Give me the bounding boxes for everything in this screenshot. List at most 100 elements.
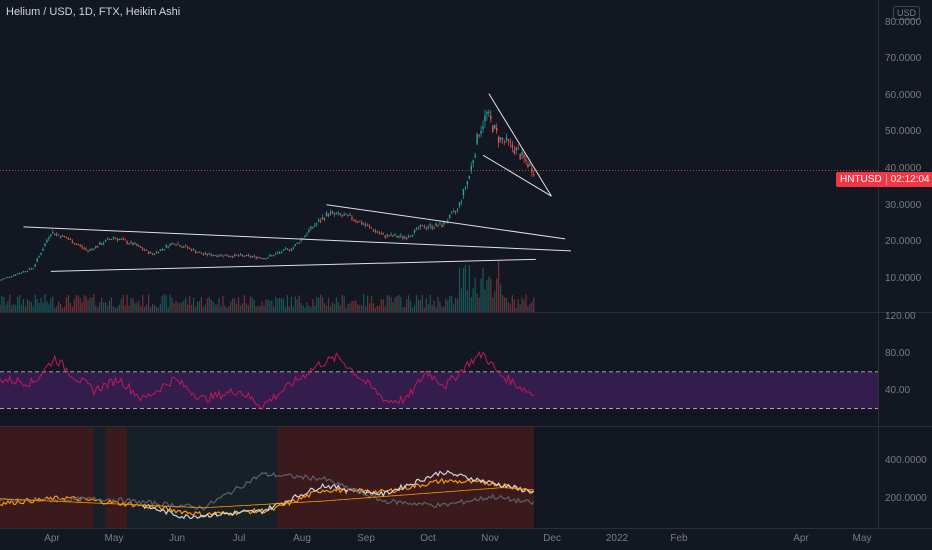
candle-body [462, 189, 465, 196]
candle-body [247, 255, 250, 257]
volume-bar [210, 299, 212, 312]
volume-bar [101, 297, 103, 312]
candle-body [413, 229, 416, 233]
volume-bar [106, 305, 109, 312]
volume-bar [517, 299, 519, 312]
candle-body [298, 242, 300, 244]
volume-bar [26, 298, 28, 312]
candle-body [155, 251, 158, 253]
currency-badge[interactable]: USD [893, 6, 921, 20]
volume-bar [116, 307, 118, 312]
volume-bar [204, 304, 206, 312]
volume-bar [382, 299, 384, 312]
candle-body [267, 257, 269, 259]
candle-body [181, 246, 183, 248]
volume-bar [521, 297, 523, 312]
volume-bar [359, 305, 361, 312]
volume-bar [462, 267, 465, 312]
volume-bar [453, 304, 455, 312]
rsi-band [0, 371, 878, 409]
indicator-background-zone [277, 427, 534, 528]
candle-body [18, 273, 21, 275]
candle-body [175, 244, 177, 246]
volume-bar [173, 303, 175, 312]
candle-body [464, 187, 467, 189]
volume-bar [183, 300, 185, 312]
volume-bar [374, 307, 377, 312]
rsi-line [0, 350, 534, 411]
candle-body [294, 244, 296, 246]
volume-bar [511, 295, 513, 312]
volume-bar [16, 297, 19, 312]
volume-bar [192, 297, 195, 312]
candle-body [204, 252, 207, 254]
volume-bar [384, 306, 386, 312]
candle-body [284, 248, 287, 250]
candle-body [5, 277, 7, 279]
candle-body [169, 243, 171, 246]
volume-bar [335, 297, 337, 312]
price-axis-label: 70.0000 [885, 53, 922, 64]
candle-body [257, 257, 259, 259]
price-axis-label: 40.0000 [885, 163, 922, 174]
candle-body [302, 238, 304, 240]
candle-body [259, 257, 261, 259]
candle-body [319, 220, 322, 222]
time-axis-label: Sep [357, 533, 375, 544]
candle-body [308, 230, 310, 233]
candle-body [144, 249, 146, 251]
candle-body [32, 268, 34, 270]
trendline [50, 258, 536, 272]
candle-body [54, 233, 56, 236]
candle-body [216, 255, 218, 257]
candle-body [71, 241, 74, 244]
last-price-tag: HNTUSD 02:12:04 [836, 172, 932, 187]
volume-bar [486, 280, 488, 312]
candle-body [406, 237, 408, 239]
volume-bar [361, 305, 363, 312]
candle-body [63, 236, 66, 238]
volume-bar [488, 276, 490, 312]
volume-bar [95, 305, 97, 312]
indicator-background-zone [0, 427, 94, 528]
candle-body [486, 111, 488, 114]
volume-bar [349, 303, 351, 312]
volume-bar [388, 295, 390, 312]
volume-bar [310, 307, 312, 312]
time-axis-label: Aug [293, 533, 311, 544]
volume-bar [93, 294, 95, 312]
candle-body [427, 227, 429, 229]
volume-bar [108, 300, 111, 312]
candle-body [40, 252, 42, 255]
volume-bar [277, 298, 279, 312]
volume-bar [136, 302, 138, 312]
volume-bar [202, 306, 204, 312]
volume-bar [40, 297, 42, 312]
volume-bar [239, 305, 242, 312]
candle-body [339, 213, 341, 215]
candle-body [531, 168, 533, 173]
volume-bar [394, 297, 396, 312]
candle-body [386, 234, 388, 236]
volume-bar [46, 301, 48, 312]
candle-body [388, 235, 390, 237]
volume-bar [327, 298, 330, 312]
volume-bar [79, 298, 81, 312]
volume-bar [42, 302, 44, 312]
candle-body [52, 231, 54, 234]
volume-bar [148, 294, 150, 312]
candle-body [296, 242, 298, 244]
volume-bar [498, 260, 500, 312]
volume-bar [261, 301, 263, 312]
volume-bar [390, 296, 392, 312]
volume-bar [490, 278, 492, 312]
candle-body [261, 258, 263, 260]
candle-body [398, 236, 400, 238]
volume-bar [437, 296, 439, 312]
candle-body [507, 139, 510, 141]
volume-bar [22, 298, 25, 312]
price-axis-label: 10.0000 [885, 273, 922, 284]
candle-body [441, 225, 443, 228]
volume-bar [208, 296, 210, 312]
